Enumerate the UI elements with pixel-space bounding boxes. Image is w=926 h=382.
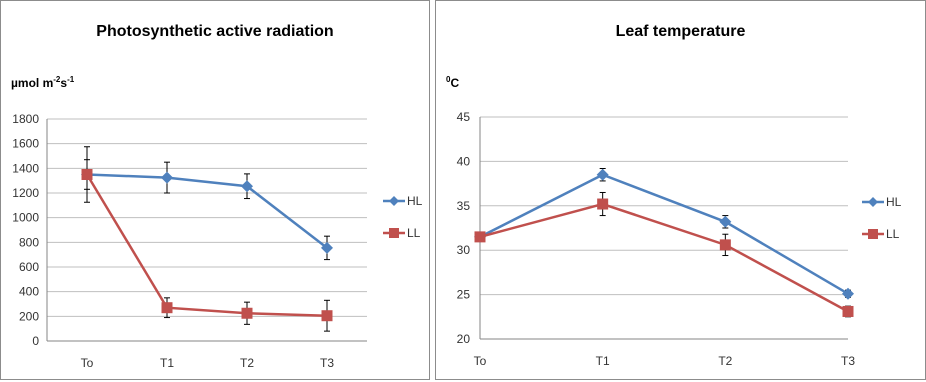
legend-marker-HL <box>389 196 399 206</box>
y-unit-label: µmol m-2s-1 <box>11 75 74 90</box>
data-point-LL <box>81 169 93 180</box>
unit-sup-1: -2 <box>53 75 61 84</box>
y-tick-label: 1400 <box>12 161 39 175</box>
unit-mid: C <box>450 76 460 90</box>
x-tick-label: T1 <box>160 356 174 370</box>
y-tick-label: 20 <box>457 332 471 346</box>
y-tick-label: 45 <box>457 110 471 124</box>
data-point-HL <box>596 168 609 181</box>
data-point-LL <box>241 307 253 319</box>
x-tick-label: T2 <box>718 354 732 368</box>
data-point-HL <box>241 180 253 193</box>
y-tick-label: 25 <box>457 288 471 302</box>
legend-marker-LL <box>868 229 878 239</box>
y-unit-label: 0C <box>446 75 459 90</box>
y-tick-label: 1600 <box>12 137 39 151</box>
y-tick-label: 40 <box>457 154 471 168</box>
legend-marker-HL <box>868 197 878 207</box>
x-tick-label: To <box>81 356 94 370</box>
data-point-LL <box>474 231 486 243</box>
legend-label-LL: LL <box>886 227 900 241</box>
x-tick-label: To <box>474 354 487 368</box>
data-point-LL <box>161 302 173 314</box>
x-tick-label: T3 <box>841 354 855 368</box>
x-tick-label: T3 <box>320 356 334 370</box>
chart-panel-leaf-temp: Leaf temperature 0C 20 25 30 35 40 45 To T1 T2 T3… <box>435 0 926 380</box>
legend-label-LL: LL <box>407 226 421 240</box>
legend-marker-LL <box>389 228 399 238</box>
data-point-LL <box>597 198 609 210</box>
data-point-HL <box>321 241 333 254</box>
series-line-HL <box>479 173 849 295</box>
y-tick-label: 35 <box>457 199 471 213</box>
x-tick-label: T2 <box>240 356 254 370</box>
unit-sup-1: 0 <box>446 75 451 84</box>
series-line-LL <box>85 173 328 317</box>
y-tick-label: 0 <box>32 334 39 348</box>
data-point-LL <box>719 239 731 251</box>
data-point-LL <box>321 310 333 322</box>
y-tick-label: 800 <box>19 235 39 249</box>
y-tick-label: 200 <box>19 309 39 323</box>
series-line-LL <box>479 202 849 313</box>
unit-sup-2: -1 <box>67 75 75 84</box>
y-tick-label: 600 <box>19 260 39 274</box>
y-tick-label: 1200 <box>12 186 39 200</box>
chart-plot-par: 0 200 400 600 800 1000 1200 1400 1600 1800 To T1 T2 T… <box>12 112 423 370</box>
y-tick-label: 400 <box>19 285 39 299</box>
y-tick-label: 1000 <box>12 211 39 225</box>
unit-text: µmol m <box>11 76 54 90</box>
data-point-HL <box>719 215 732 228</box>
y-tick-label: 1800 <box>12 112 39 126</box>
chart-plot-leaf-temp: 20 25 30 35 40 45 To T1 T2 T3 HL LL <box>457 110 902 368</box>
data-point-HL <box>842 287 854 300</box>
series-line-HL <box>86 173 328 249</box>
x-tick-label: T1 <box>596 354 610 368</box>
chart-title: Leaf temperature <box>615 23 746 40</box>
chart-panel-par: Photosynthetic active radiation µmol m-2… <box>0 0 430 380</box>
data-point-HL <box>161 171 173 184</box>
data-point-LL <box>842 305 854 317</box>
chart-title: Photosynthetic active radiation <box>96 23 334 40</box>
y-tick-label: 30 <box>457 243 471 257</box>
legend-label-HL: HL <box>886 195 902 209</box>
legend-label-HL: HL <box>407 194 423 208</box>
unit-mid: s <box>60 76 68 90</box>
